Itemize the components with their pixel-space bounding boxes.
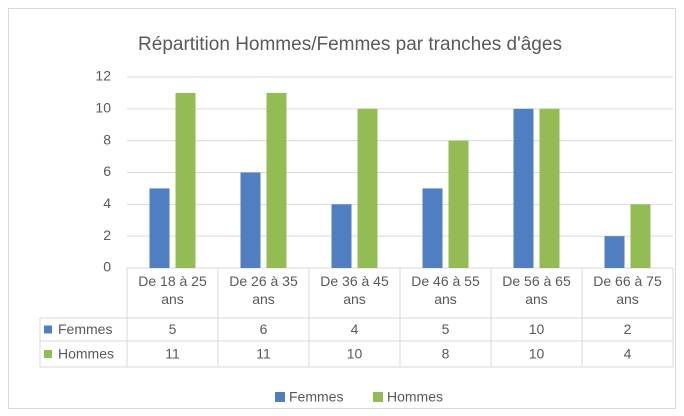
table-value: 6 xyxy=(260,321,268,337)
y-tick-label: 10 xyxy=(95,100,111,116)
bar xyxy=(630,204,651,268)
x-tick-label: De 36 à 45 ans xyxy=(320,273,389,307)
table-value: 10 xyxy=(529,321,545,337)
y-tick-label: 0 xyxy=(103,259,111,275)
bar xyxy=(149,188,170,268)
table-value: 11 xyxy=(256,346,271,362)
bar xyxy=(266,92,287,269)
bar xyxy=(357,108,378,268)
legend-swatch xyxy=(275,392,285,402)
table-value: 11 xyxy=(165,346,180,362)
table-value: 10 xyxy=(347,346,363,362)
legend-swatch xyxy=(373,392,383,402)
y-tick-label: 6 xyxy=(103,163,111,179)
table-value: 5 xyxy=(169,321,177,337)
bar xyxy=(331,204,352,268)
y-tick-label: 12 xyxy=(95,68,111,84)
bar xyxy=(448,140,469,268)
y-tick-label: 2 xyxy=(103,227,111,243)
bar xyxy=(240,172,261,268)
table-value: 2 xyxy=(624,321,632,337)
x-tick-label: De 56 à 65 ans xyxy=(502,273,571,307)
table-value: 4 xyxy=(624,346,632,362)
table-legend-key xyxy=(44,350,52,358)
y-tick-label: 8 xyxy=(103,131,111,147)
table-series-name: Hommes xyxy=(58,346,114,362)
bar xyxy=(513,108,534,268)
bar xyxy=(604,236,625,268)
table-legend-key xyxy=(44,325,52,334)
legend-label: Femmes xyxy=(289,389,343,405)
table-value: 4 xyxy=(351,321,359,337)
legend-label: Hommes xyxy=(387,389,443,405)
table-value: 5 xyxy=(442,321,450,337)
table-series-name: Femmes xyxy=(58,321,112,337)
bar xyxy=(422,188,443,268)
table-value: 8 xyxy=(442,346,450,362)
table-value: 10 xyxy=(529,346,545,362)
chart-title: Répartition Hommes/Femmes par tranches d… xyxy=(138,34,562,55)
x-tick-label: De 18 à 25 ans xyxy=(138,273,207,307)
x-tick-label: De 66 à 75 ans xyxy=(593,273,662,307)
y-tick-label: 4 xyxy=(103,195,111,211)
bar xyxy=(175,92,196,269)
bar xyxy=(539,108,560,268)
x-tick-label: De 46 à 55 ans xyxy=(411,273,480,307)
x-tick-label: De 26 à 35 ans xyxy=(229,273,298,307)
